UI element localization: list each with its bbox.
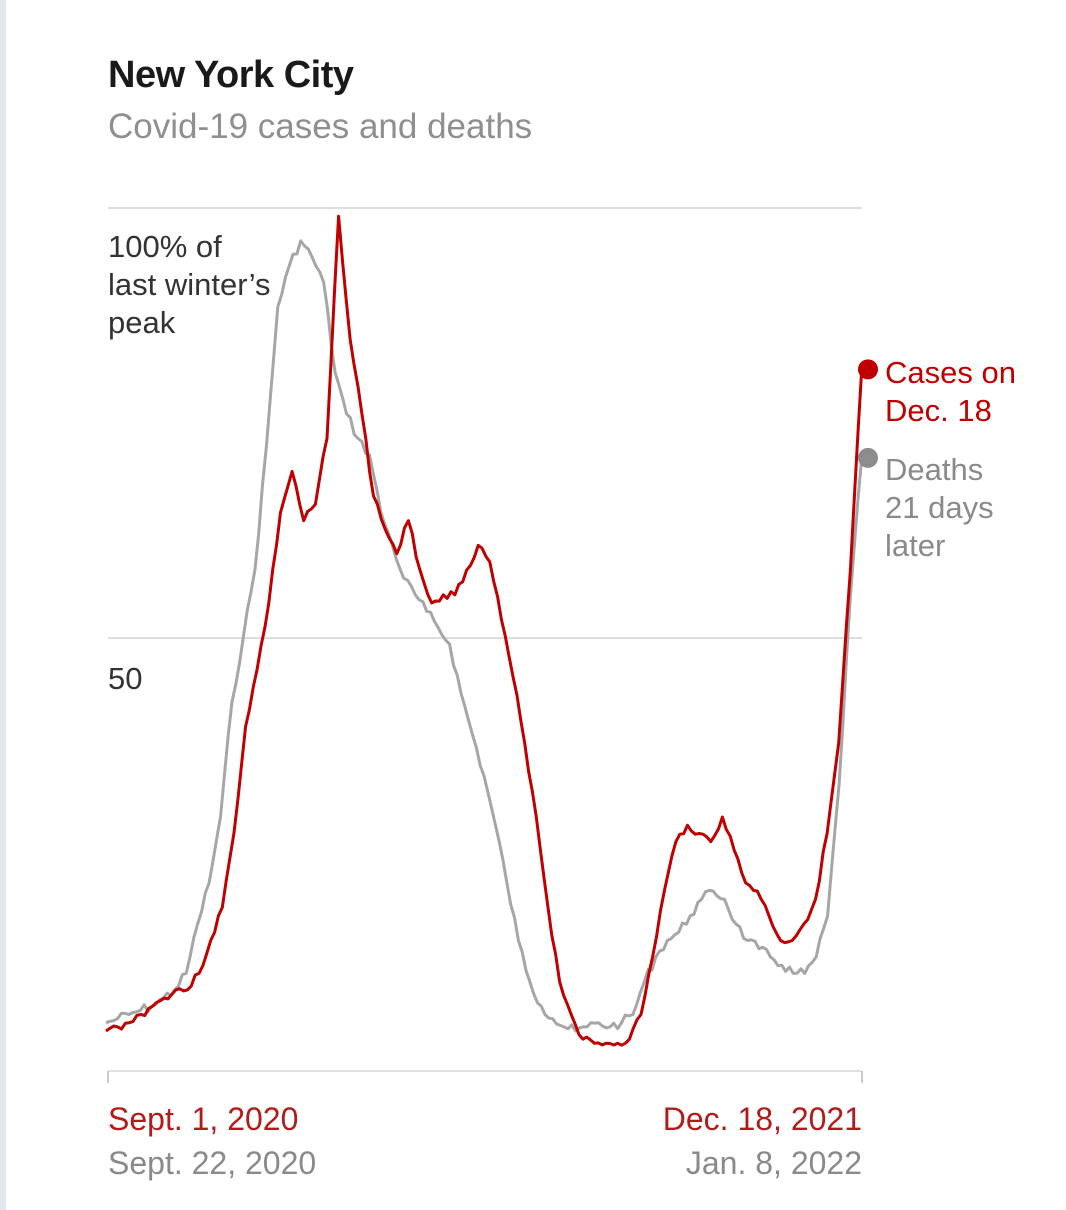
cases-label-line-1: Cases on [885,355,1016,390]
deaths-label-line-2: 21 days [885,490,994,525]
x-label-deaths-start: Sept. 22, 2020 [108,1145,316,1181]
y-label-line-3: peak [108,305,176,340]
deaths-end-point [858,447,878,468]
deaths-label-line-1: Deaths [885,452,983,487]
y-label-line-2: last winter’s [108,267,271,302]
deaths-series-line [105,239,864,1033]
chart-title: New York City [108,54,354,96]
y-tick-50: 50 [108,661,142,696]
y-label-line-1: 100% of [108,229,222,264]
x-label-cases-start: Sept. 1, 2020 [108,1101,298,1137]
page-left-edge [0,0,6,1210]
cases-end-point [858,359,878,380]
x-label-deaths-end: Jan. 8, 2022 [686,1145,862,1181]
deaths-label-line-3: later [885,528,945,563]
cases-label-line-2: Dec. 18 [885,393,992,428]
chart-subtitle: Covid-19 cases and deaths [108,107,533,146]
cases-series-line [105,214,864,1047]
x-label-cases-end: Dec. 18, 2021 [663,1101,862,1137]
